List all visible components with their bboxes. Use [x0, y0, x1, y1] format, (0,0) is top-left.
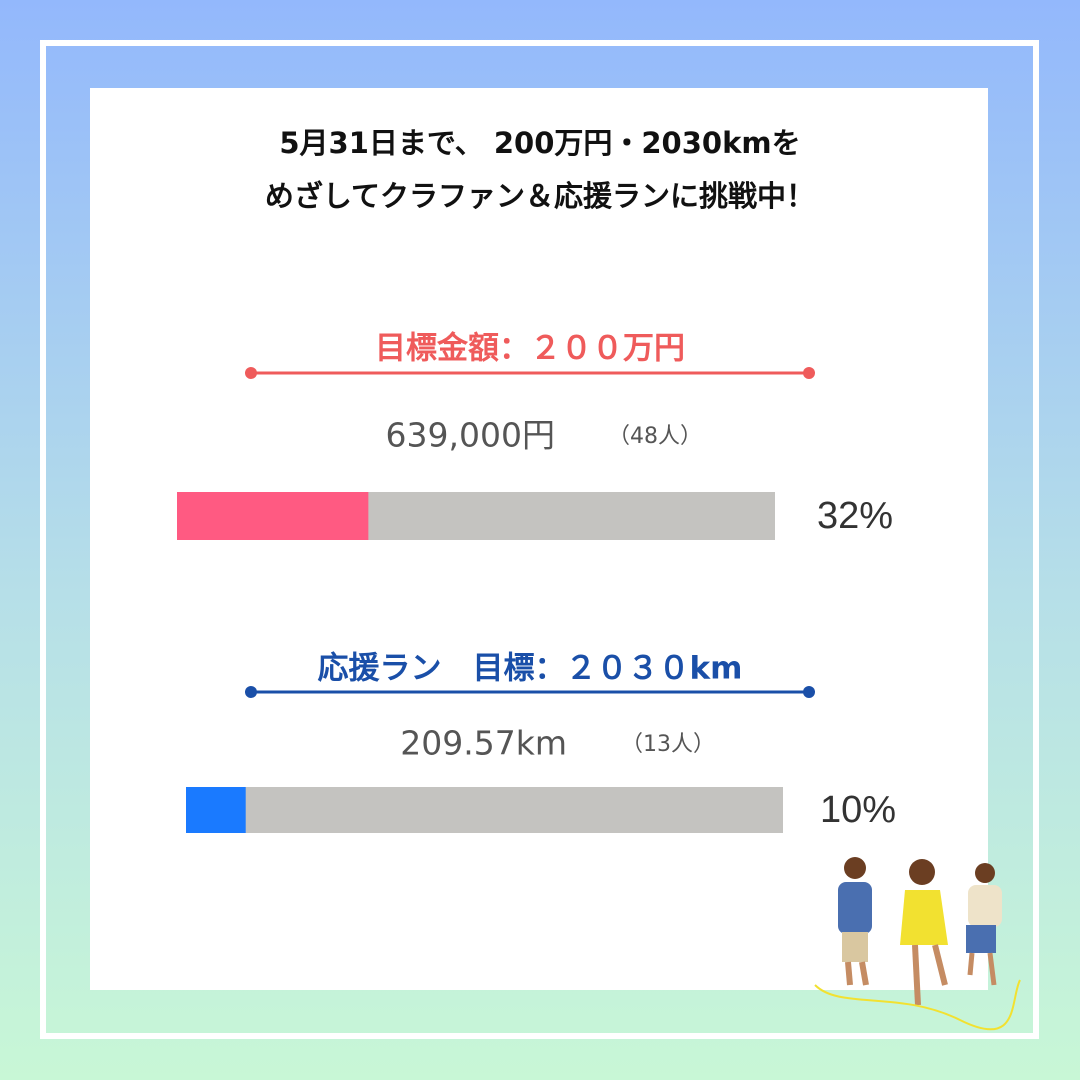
title-line: 5月31日まで、 200万円・2030kmを: [279, 126, 800, 160]
progress-fill: [186, 787, 246, 833]
section-heading: 目標金額：２００万円: [375, 331, 685, 367]
section-heading: 応援ラン 目標：２０３０km: [318, 651, 743, 687]
rule-dot: [803, 686, 815, 698]
amount: 639,000円: [386, 416, 555, 455]
progress-percent: 10%: [820, 789, 896, 831]
rule-dot: [803, 367, 815, 379]
frame: [40, 40, 1039, 1039]
rule-dot: [245, 367, 257, 379]
amount: 209.57km: [400, 724, 567, 763]
rule-dot: [245, 686, 257, 698]
progress-track: [186, 787, 783, 833]
title-line: めざしてクラファン＆応援ランに挑戦中！: [265, 179, 815, 213]
count: （13人）: [621, 732, 715, 757]
count: （48人）: [608, 424, 702, 449]
progress-fill: [177, 492, 369, 540]
progress-percent: 32%: [817, 495, 893, 537]
runners-illustration: [814, 857, 1021, 1031]
